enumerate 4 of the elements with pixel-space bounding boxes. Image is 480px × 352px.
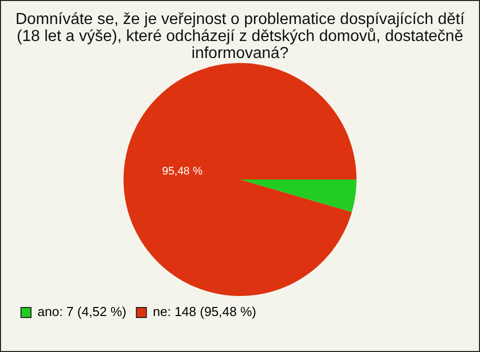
legend-label: ne: 148 (95,48 %) [152, 304, 256, 320]
chart-title: Domníváte se, že je veřejnost o problematice dospívajících dětí (18 let a výše), které odcházejí z dětských domovů, dostatečně informovaná? [14, 11, 466, 62]
data-label: 95,48 % [162, 165, 203, 178]
legend-label: ano: 7 (4,52 %) [38, 304, 126, 320]
